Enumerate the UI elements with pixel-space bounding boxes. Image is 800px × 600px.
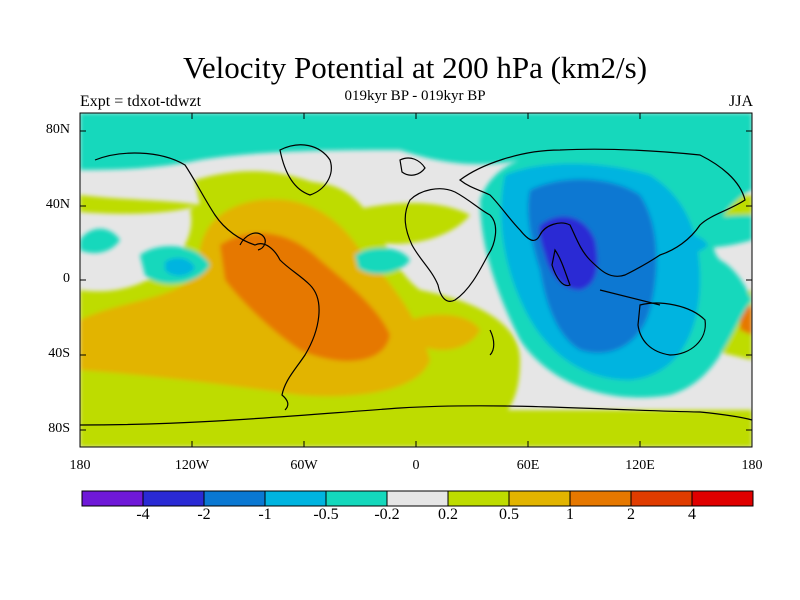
- colorbar-swatch: [508, 490, 571, 507]
- lat-label-80s: 80S: [48, 421, 70, 436]
- colorbar-swatch: [691, 490, 754, 507]
- colorbar-label: 4: [688, 506, 696, 523]
- experiment-label: Expt = tdxot-tdwzt: [80, 93, 202, 110]
- lat-label-80n: 80N: [45, 122, 70, 137]
- colorbar-swatch: [447, 490, 510, 507]
- colorbar-swatch: [264, 490, 327, 507]
- season-label: JJA: [728, 93, 753, 110]
- colorbar-swatch: [142, 490, 205, 507]
- colorbar-label: -0.2: [374, 506, 400, 523]
- colorbar-swatch: [569, 490, 632, 507]
- coastlines: [80, 144, 752, 426]
- colorbar-swatch: [203, 490, 266, 507]
- chart-title: Velocity Potential at 200 hPa (km2/s): [182, 50, 648, 85]
- lon-label-180-west: 180: [69, 458, 91, 473]
- colorbar-label: -0.5: [313, 506, 339, 523]
- lon-label-60e: 60E: [516, 458, 540, 473]
- colorbar-label: 0.2: [438, 506, 458, 523]
- chart-subtitle: 019kyr BP - 019kyr BP: [344, 88, 486, 104]
- lat-label-0: 0: [63, 271, 70, 286]
- lon-label-0: 0: [412, 458, 420, 473]
- colorbar-swatch: [630, 490, 693, 507]
- axis-ticks: [80, 113, 752, 447]
- lat-label-40n: 40N: [45, 197, 70, 212]
- colorbar-label: 2: [627, 506, 635, 523]
- colorbar-label: 1: [566, 506, 574, 523]
- contour-field: [80, 113, 752, 447]
- colorbar: [81, 490, 754, 507]
- colorbar-swatch: [325, 490, 388, 507]
- lat-label-40s: 40S: [48, 346, 70, 361]
- colorbar-swatch: [81, 490, 144, 507]
- colorbar-label: -1: [258, 506, 272, 523]
- colorbar-label: -4: [136, 506, 150, 523]
- colorbar-label: -2: [197, 506, 211, 523]
- lon-label-120e: 120E: [625, 458, 655, 473]
- lon-label-60w: 60W: [290, 458, 318, 473]
- colorbar-label: 0.5: [499, 506, 519, 523]
- lon-label-120w: 120W: [174, 458, 210, 473]
- colorbar-swatch: [386, 490, 449, 507]
- lon-label-180-east: 180: [741, 458, 763, 473]
